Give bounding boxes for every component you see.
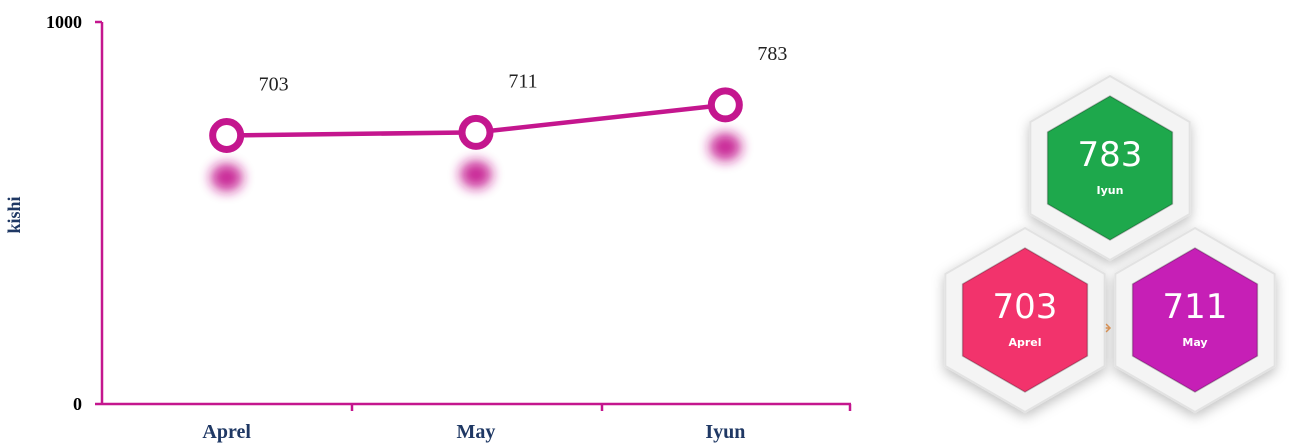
point-shadow (709, 132, 742, 161)
hexagon (1046, 95, 1174, 241)
hexagon-value: 703 (993, 287, 1058, 327)
hexagon-label: May (1182, 336, 1207, 349)
hexagon-label: Iyun (1097, 184, 1124, 197)
hexagon-value: 711 (1163, 287, 1228, 327)
point-shadow (460, 160, 492, 189)
point (458, 114, 494, 150)
x-tick-label: May (457, 421, 496, 443)
point-shadow (210, 163, 243, 192)
y-axis-label: kishi (4, 196, 24, 233)
data-label: 703 (259, 73, 289, 95)
hexagon-label: Aprel (1008, 336, 1041, 349)
point (707, 87, 743, 123)
x-tick-label: Iyun (705, 421, 745, 443)
y-tick-label: 1000 (46, 12, 82, 32)
x-tick-label: Aprel (202, 421, 251, 443)
hexagon (961, 247, 1089, 393)
hexagon-value: 783 (1078, 135, 1143, 175)
y-tick-label: 0 (73, 394, 82, 414)
point (209, 117, 245, 153)
data-label: 711 (508, 70, 537, 92)
hexagon (1131, 247, 1259, 393)
data-label: 783 (757, 43, 787, 65)
